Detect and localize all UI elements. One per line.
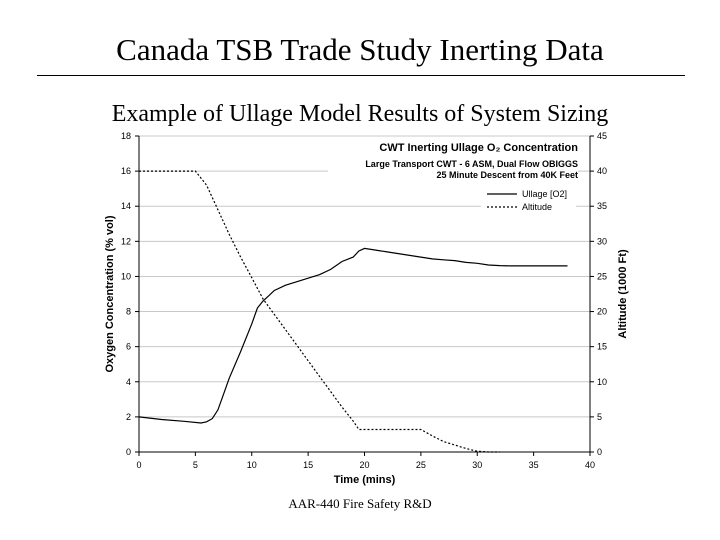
y2-tick-label-35: 35: [597, 201, 607, 211]
y2-axis-title: Altitude (1000 Ft): [617, 249, 629, 339]
y-tick-label-8: 8: [126, 307, 131, 317]
x-tick-label-10: 10: [247, 460, 257, 470]
x-tick-label-0: 0: [136, 460, 141, 470]
y-tick-label-2: 2: [126, 412, 131, 422]
y2-tick-label-20: 20: [597, 307, 607, 317]
chart-title: CWT Inerting Ullage O₂ Concentration: [379, 142, 578, 154]
y2-tick-label-45: 45: [597, 131, 607, 141]
chart-subtitle-line-1: Large Transport CWT - 6 ASM, Dual Flow O…: [365, 159, 578, 169]
legend-label-1: Ullage [O2]: [522, 189, 567, 199]
x-tick-label-40: 40: [585, 460, 595, 470]
y-tick-label-6: 6: [126, 342, 131, 352]
y2-tick-label-10: 10: [597, 377, 607, 387]
slide-subtitle: Example of Ullage Model Results of Syste…: [111, 101, 609, 127]
slide-title: Canada TSB Trade Study Inerting Data: [116, 32, 604, 67]
x-tick-label-20: 20: [359, 460, 369, 470]
y2-tick-label-25: 25: [597, 271, 607, 281]
x-axis-title: Time (mins): [334, 474, 396, 486]
y-tick-label-0: 0: [126, 447, 131, 457]
y2-tick-label-40: 40: [597, 166, 607, 176]
slide-footer: AAR-440 Fire Safety R&D: [288, 496, 432, 511]
y-tick-label-18: 18: [121, 131, 131, 141]
y-tick-label-10: 10: [121, 271, 131, 281]
y2-tick-label-30: 30: [597, 236, 607, 246]
y2-tick-label-5: 5: [597, 412, 602, 422]
y-axis-title: Oxygen Concentration (% vol): [104, 215, 116, 372]
legend-box: [481, 185, 576, 215]
x-tick-label-15: 15: [303, 460, 313, 470]
y2-tick-label-15: 15: [597, 342, 607, 352]
y2-tick-label-0: 0: [597, 447, 602, 457]
x-tick-label-5: 5: [193, 460, 198, 470]
x-tick-label-25: 25: [416, 460, 426, 470]
y-tick-label-16: 16: [121, 166, 131, 176]
title-divider: [37, 75, 685, 76]
x-tick-label-35: 35: [529, 460, 539, 470]
y-tick-label-12: 12: [121, 236, 131, 246]
series-line-ullage-o2: [138, 247, 568, 424]
chart-subtitle-line-2: 25 Minute Descent from 40K Feet: [436, 170, 578, 180]
chart-title-backdrop: [328, 140, 578, 184]
legend-label-2: Altitude: [522, 202, 552, 212]
y-tick-label-4: 4: [126, 377, 131, 387]
y-tick-label-14: 14: [121, 201, 131, 211]
x-tick-label-30: 30: [472, 460, 482, 470]
series-line-altitude: [139, 170, 500, 453]
